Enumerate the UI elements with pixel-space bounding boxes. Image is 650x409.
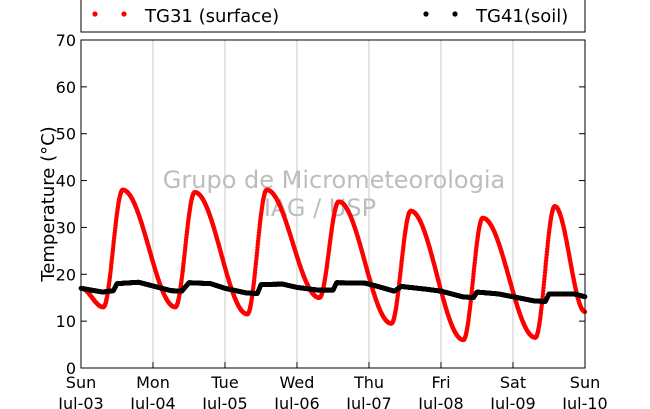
legend-box bbox=[80, 0, 586, 33]
x-tick-label-date: Jul-04 bbox=[129, 394, 175, 409]
legend-label-tg31: TG31 (surface) bbox=[144, 6, 279, 27]
x-tick-label-weekday: Sun bbox=[66, 373, 96, 392]
y-tick-label: 40 bbox=[56, 172, 76, 191]
x-tick-label-date: Jul-05 bbox=[201, 394, 247, 409]
y-tick-label: 70 bbox=[56, 31, 76, 50]
legend-label-tg41: TG41(soil) bbox=[475, 6, 568, 27]
x-tick-label-weekday: Mon bbox=[136, 373, 170, 392]
x-tick-label-weekday: Tue bbox=[210, 373, 238, 392]
x-tick-label-date: Jul-06 bbox=[273, 394, 319, 409]
x-tick-label-weekday: Wed bbox=[280, 373, 315, 392]
legend-marker-tg31-1 bbox=[92, 11, 98, 17]
legend-marker-tg41-1 bbox=[423, 11, 429, 17]
plot-frame bbox=[80, 39, 586, 369]
axes: 0 10 20 30 40 50 60 70 Sun Jul-03 Mon Jul-04 Tue Jul-… bbox=[56, 31, 608, 409]
x-tick-label-weekday: Sun bbox=[570, 373, 600, 392]
y-tick-label: 50 bbox=[56, 125, 76, 144]
x-tick-label-weekday: Fri bbox=[431, 373, 450, 392]
x-tick-label-date: Jul-10 bbox=[561, 394, 607, 409]
y-tick-label: 10 bbox=[56, 312, 76, 331]
legend-marker-tg41-2 bbox=[452, 11, 458, 17]
x-tick-label-date: Jul-09 bbox=[489, 394, 535, 409]
x-tick-label-date: Jul-07 bbox=[345, 394, 391, 409]
y-tick-label: 0 bbox=[66, 359, 76, 378]
y-tick-label: 60 bbox=[56, 78, 76, 97]
data-series bbox=[78, 187, 588, 343]
y-tick-label: 20 bbox=[56, 265, 76, 284]
y-tick-label: 30 bbox=[56, 218, 76, 237]
y-axis-title: Temperature (°C) bbox=[38, 126, 59, 282]
legend-marker-tg31-2 bbox=[121, 11, 127, 17]
x-tick-label-date: Jul-03 bbox=[57, 394, 103, 409]
grid-lines bbox=[152, 40, 514, 368]
x-tick-label-weekday: Thu bbox=[353, 373, 384, 392]
watermark-line-1: Grupo de Micrometeorologia bbox=[163, 166, 505, 194]
x-tick-label-weekday: Sat bbox=[500, 373, 526, 392]
x-tick-label-date: Jul-08 bbox=[417, 394, 463, 409]
legend: TG31 (surface) TG41(soil) bbox=[80, 0, 586, 33]
